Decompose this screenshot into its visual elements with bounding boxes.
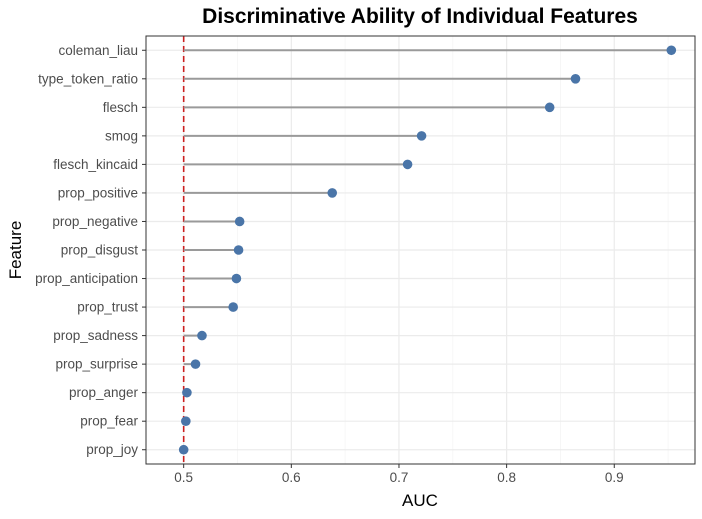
- x-axis-title: AUC: [402, 491, 438, 510]
- x-tick-label: 0.9: [605, 470, 624, 485]
- y-tick-label-flesch: flesch: [103, 100, 138, 115]
- data-point-prop_surprise: [190, 359, 201, 369]
- points: [178, 45, 677, 455]
- data-point-coleman_liau: [666, 45, 677, 56]
- y-tick-label-prop_trust: prop_trust: [77, 300, 138, 315]
- y-tick-label-smog: smog: [105, 128, 138, 143]
- segments: [183, 49, 672, 423]
- y-tick-label-prop_anger: prop_anger: [69, 385, 139, 400]
- x-tick-label: 0.6: [282, 470, 301, 485]
- y-tick-label-flesch_kincaid: flesch_kincaid: [53, 157, 138, 172]
- x-tick-label: 0.5: [174, 470, 193, 485]
- y-tick-label-coleman_liau: coleman_liau: [58, 43, 138, 58]
- data-point-prop_negative: [234, 216, 245, 227]
- data-point-prop_positive: [327, 188, 338, 198]
- y-tick-label-prop_anticipation: prop_anticipation: [35, 271, 138, 286]
- data-point-prop_anger: [182, 387, 192, 398]
- y-tick-label-type_token_ratio: type_token_ratio: [38, 71, 138, 86]
- data-point-prop_trust: [228, 302, 238, 312]
- y-tick-label-prop_surprise: prop_surprise: [55, 357, 138, 372]
- y-axis-title: Feature: [6, 221, 25, 280]
- data-point-prop_joy: [178, 444, 189, 455]
- data-point-prop_fear: [181, 416, 191, 427]
- data-point-smog: [416, 131, 427, 141]
- y-tick-label-prop_joy: prop_joy: [86, 442, 138, 457]
- data-point-prop_disgust: [233, 245, 244, 255]
- y-tick-label-prop_disgust: prop_disgust: [61, 243, 139, 258]
- data-point-type_token_ratio: [570, 74, 581, 84]
- data-point-prop_sadness: [197, 330, 207, 341]
- x-tick-label: 0.8: [497, 470, 516, 485]
- x-tick-label: 0.7: [390, 470, 409, 485]
- y-tick-label-prop_sadness: prop_sadness: [53, 328, 138, 343]
- data-point-prop_anticipation: [231, 273, 242, 284]
- y-tick-label-prop_fear: prop_fear: [80, 414, 138, 429]
- x-axis: 0.5 0.6 0.7 0.8 0.9: [174, 464, 624, 485]
- y-tick-label-prop_negative: prop_negative: [52, 214, 138, 229]
- data-point-flesch_kincaid: [402, 159, 413, 170]
- chart-title: Discriminative Ability of Individual Fea…: [202, 5, 638, 28]
- y-tick-label-prop_positive: prop_positive: [58, 185, 138, 200]
- data-point-flesch: [544, 102, 555, 113]
